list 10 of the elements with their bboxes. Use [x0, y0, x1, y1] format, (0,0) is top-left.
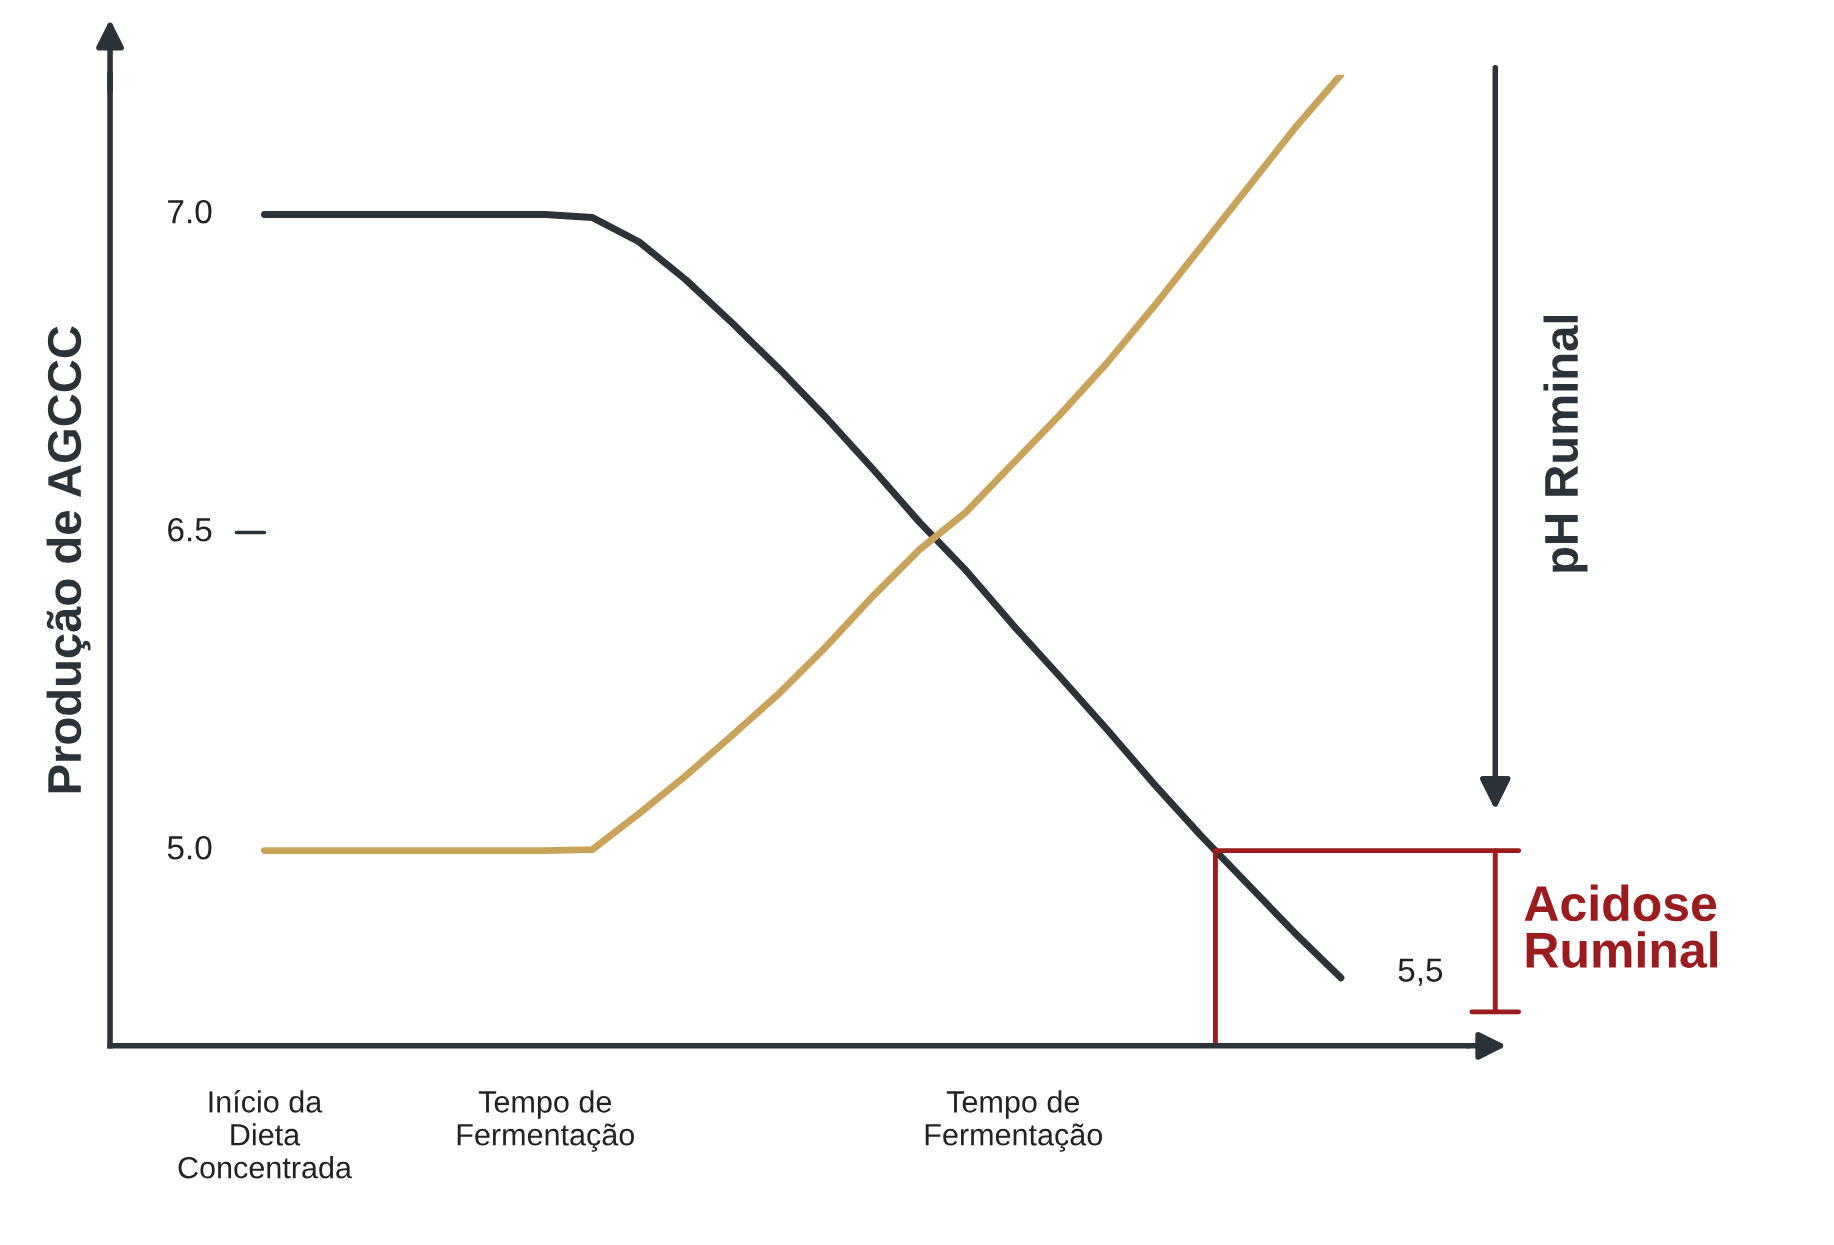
x-tick-label: Tempo de Fermentação: [925, 1090, 1102, 1152]
y-axis-title: Produção de AGCCC: [46, 326, 91, 793]
text: 6.5: [168, 517, 212, 542]
annotation: 5,5: [1398, 958, 1443, 986]
text: 7.0: [168, 199, 212, 224]
x-tick-label: Início da Dieta Concentrada: [178, 1089, 352, 1179]
text: 5.0: [167, 835, 212, 860]
x-tick-label: Tempo de Fermentação: [457, 1090, 634, 1152]
text: Acidose Ruminal: [1524, 884, 1718, 968]
text: pH Ruminal: [1543, 315, 1588, 572]
